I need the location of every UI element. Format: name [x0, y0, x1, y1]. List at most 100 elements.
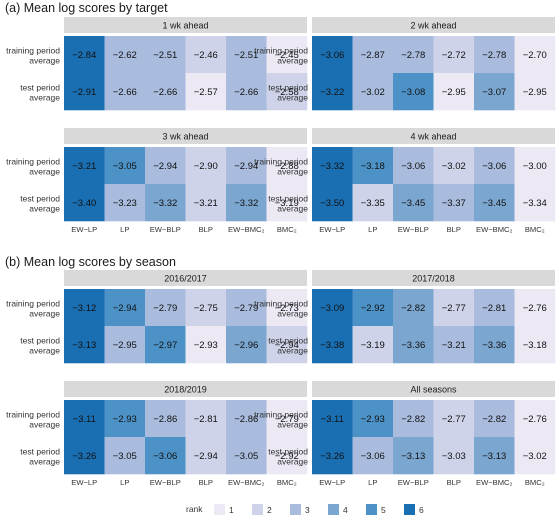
panel-title: 2017/2018	[412, 274, 455, 284]
cell-value-label: −2.66	[234, 87, 258, 98]
cell-value-label: −3.06	[153, 451, 177, 462]
cell-value-label: −2.76	[523, 414, 547, 425]
row-label: training period	[254, 157, 308, 167]
heatmap-cell	[393, 147, 434, 185]
cell-value-label: −3.32	[234, 198, 258, 209]
heatmap-cell	[64, 36, 105, 74]
cell-value-label: −2.94	[113, 303, 137, 314]
panel-title: All seasons	[410, 385, 457, 395]
cell-value-label: −3.36	[401, 340, 425, 351]
heatmap-cell	[266, 36, 308, 74]
cell-value-label: −3.26	[320, 451, 344, 462]
cell-value-label: −2.45	[275, 50, 299, 61]
heatmap-cell	[393, 184, 434, 222]
cell-value-label: −2.79	[153, 303, 177, 314]
row-label: training period	[254, 410, 308, 420]
cell-value-label: −2.77	[442, 303, 466, 314]
row-label: training period	[6, 410, 60, 420]
cell-value-label: −2.95	[113, 340, 137, 351]
heatmap-cell	[312, 184, 353, 222]
heatmap-cell	[64, 184, 105, 222]
heatmap-cell	[266, 437, 308, 475]
cell-value-label: −2.57	[194, 87, 218, 98]
heatmap-cell	[226, 73, 267, 111]
legend-label: 5	[381, 505, 386, 515]
heatmap-cell	[433, 184, 475, 222]
cell-value-label: −3.11	[321, 414, 344, 425]
heatmap-cell	[145, 437, 186, 475]
column-label: EW−LP	[71, 225, 97, 234]
cell-value-label: −2.66	[153, 87, 177, 98]
heatmap-cell	[352, 326, 394, 364]
cell-value-label: −3.32	[153, 198, 177, 209]
row-label: average	[277, 204, 308, 214]
cell-value-label: −2.78	[401, 50, 425, 61]
heatmap-cell	[514, 437, 556, 475]
heatmap-cell	[266, 147, 308, 185]
legend-swatch	[404, 504, 415, 515]
panel-title: 1 wk ahead	[162, 21, 208, 31]
row-label: average	[29, 167, 60, 177]
cell-value-label: −2.94	[234, 161, 258, 172]
cell-value-label: −3.02	[361, 87, 385, 98]
cell-value-label: −2.95	[442, 87, 466, 98]
cell-value-label: −2.87	[361, 50, 385, 61]
cell-value-label: −3.18	[523, 340, 547, 351]
cell-value-label: −2.58	[275, 87, 299, 98]
heatmap-cell	[433, 400, 475, 438]
cell-value-label: −3.12	[72, 303, 96, 314]
cell-value-label: −3.45	[482, 198, 506, 209]
cell-value-label: −3.13	[482, 451, 506, 462]
row-label: average	[277, 420, 308, 430]
cell-value-label: −3.06	[482, 161, 506, 172]
cell-value-label: −3.19	[275, 198, 299, 209]
heatmap-cell	[312, 147, 353, 185]
heatmap-cell	[185, 184, 227, 222]
heatmap-cell	[185, 326, 227, 364]
cell-value-label: −2.94	[194, 451, 218, 462]
column-label: EW−BMC₂	[476, 225, 513, 234]
row-label: average	[29, 204, 60, 214]
row-label: average	[277, 346, 308, 356]
heatmap-cell	[474, 147, 515, 185]
heatmap-cell	[474, 36, 515, 74]
heatmap-cell	[104, 400, 146, 438]
cell-value-label: −2.94	[275, 340, 299, 351]
heatmap-cell	[312, 36, 353, 74]
cell-value-label: −3.08	[401, 87, 425, 98]
cell-value-label: −3.07	[482, 87, 506, 98]
row-label: training period	[6, 299, 60, 309]
legend-swatch	[366, 504, 377, 515]
cell-value-label: −2.93	[194, 340, 218, 351]
heatmap-cell	[64, 400, 105, 438]
row-label: average	[277, 167, 308, 177]
heatmap-cell	[514, 36, 556, 74]
row-label: average	[277, 457, 308, 467]
heatmap-cell	[64, 326, 105, 364]
row-label: average	[29, 309, 60, 319]
legend-title: rank	[186, 504, 203, 514]
cell-value-label: −3.45	[401, 198, 425, 209]
column-label: LP	[368, 225, 377, 234]
panel-strip	[312, 128, 555, 144]
cell-value-label: −2.81	[194, 414, 218, 425]
heatmap-cell	[185, 147, 227, 185]
cell-value-label: −3.06	[361, 451, 385, 462]
heatmap-cell	[226, 400, 267, 438]
row-label: average	[277, 309, 308, 319]
cell-value-label: −2.96	[234, 340, 258, 351]
heatmap-cell	[104, 289, 146, 327]
heatmap-cell	[474, 400, 515, 438]
column-label: EW−LP	[319, 225, 345, 234]
heatmap-cell	[352, 73, 394, 111]
cell-value-label: −3.13	[401, 451, 425, 462]
heatmap-cell	[104, 73, 146, 111]
cell-value-label: −3.05	[234, 451, 258, 462]
legend-label: 6	[419, 505, 424, 515]
cell-value-label: −2.70	[523, 50, 547, 61]
legend-swatch	[290, 504, 301, 515]
heatmap-cell	[474, 437, 515, 475]
column-label: BLP	[199, 478, 213, 487]
heatmap-cell	[104, 326, 146, 364]
heatmap-cell	[266, 289, 308, 327]
